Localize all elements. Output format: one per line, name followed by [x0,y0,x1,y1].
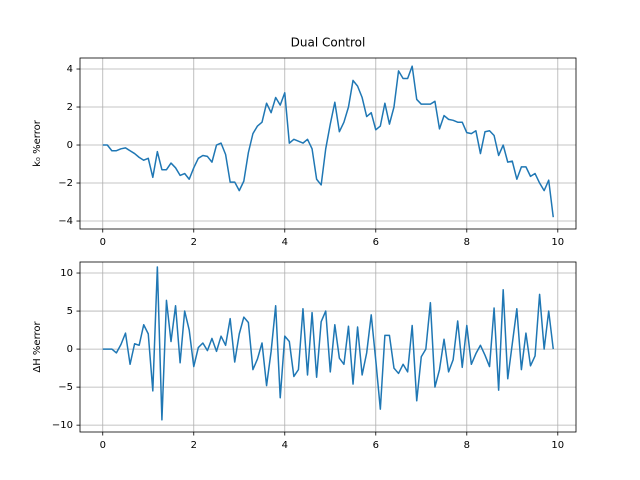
x-tick-label: 4 [282,440,288,451]
y-tick-label: −10 [52,420,73,431]
x-tick-label: 6 [373,237,379,248]
y-tick-label: 2 [67,102,73,113]
x-tick-label: 2 [191,440,197,451]
x-tick-label: 0 [100,237,106,248]
y-tick-label: 5 [67,306,73,317]
y-tick-label: −4 [58,216,73,227]
x-tick-label: 10 [551,237,564,248]
x-tick-label: 2 [191,237,197,248]
y-tick-label: 4 [67,64,73,75]
axes-frame [79,57,577,230]
y-tick-label: −2 [58,178,73,189]
y-tick-label: 0 [67,344,73,355]
x-tick-label: 6 [373,440,379,451]
y-axis-label: ΔH %error [32,320,43,372]
x-tick-label: 4 [282,237,288,248]
y-tick-label: 0 [67,140,73,151]
y-axis-label: k₀ %error [32,119,43,167]
data-line [102,65,554,218]
x-tick-label: 10 [551,440,564,451]
y-tick-label: −5 [58,382,73,393]
axes-frame [79,261,577,433]
x-tick-label: 0 [100,440,106,451]
y-tick-label: 10 [60,268,73,279]
chart-title: Dual Control [291,36,366,50]
x-tick-label: 8 [464,440,470,451]
data-line [102,266,554,421]
x-tick-label: 8 [464,237,470,248]
